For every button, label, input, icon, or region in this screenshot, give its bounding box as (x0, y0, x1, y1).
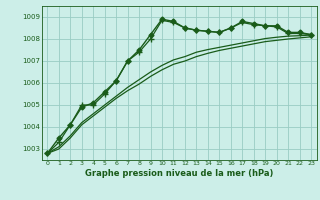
X-axis label: Graphe pression niveau de la mer (hPa): Graphe pression niveau de la mer (hPa) (85, 169, 273, 178)
